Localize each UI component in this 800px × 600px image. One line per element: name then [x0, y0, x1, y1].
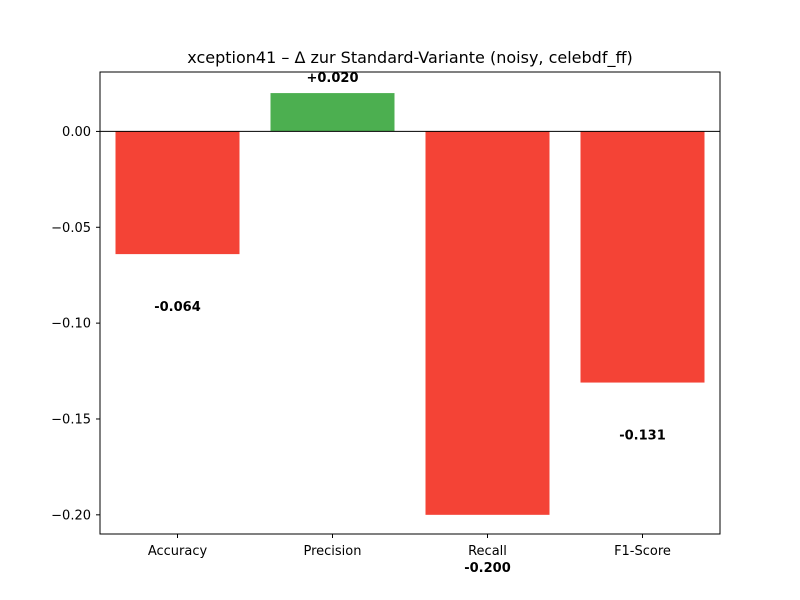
x-tick-label: Recall: [468, 544, 507, 559]
y-tick-label: −0.20: [51, 508, 91, 523]
x-tick-label: Accuracy: [148, 544, 208, 559]
bar-precision: [270, 93, 395, 132]
y-tick-label: −0.05: [51, 221, 91, 236]
y-tick-label: −0.10: [51, 317, 91, 332]
bar-accuracy: [115, 131, 240, 255]
x-tick-label: Precision: [303, 544, 361, 559]
plot-frame: [99, 71, 721, 535]
data-label: +0.020: [306, 71, 358, 86]
x-axis: Accuracy Precision Recall F1-Score: [148, 534, 671, 559]
chart-title: xception41 – Δ zur Standard-Variante (no…: [187, 48, 632, 68]
bar-recall: [425, 131, 550, 515]
bar-f1-score: [580, 131, 705, 383]
data-labels: -0.064 +0.020 -0.200 -0.131: [154, 71, 666, 576]
data-label: -0.131: [619, 429, 666, 444]
data-label: -0.200: [464, 561, 511, 576]
y-axis: 0.00 −0.05 −0.10 −0.15 −0.20: [51, 125, 100, 523]
bars-layer: [115, 93, 705, 515]
y-tick-label: 0.00: [62, 125, 91, 140]
x-tick-label: F1-Score: [614, 544, 671, 559]
y-tick-label: −0.15: [51, 412, 91, 427]
data-label: -0.064: [154, 300, 201, 315]
